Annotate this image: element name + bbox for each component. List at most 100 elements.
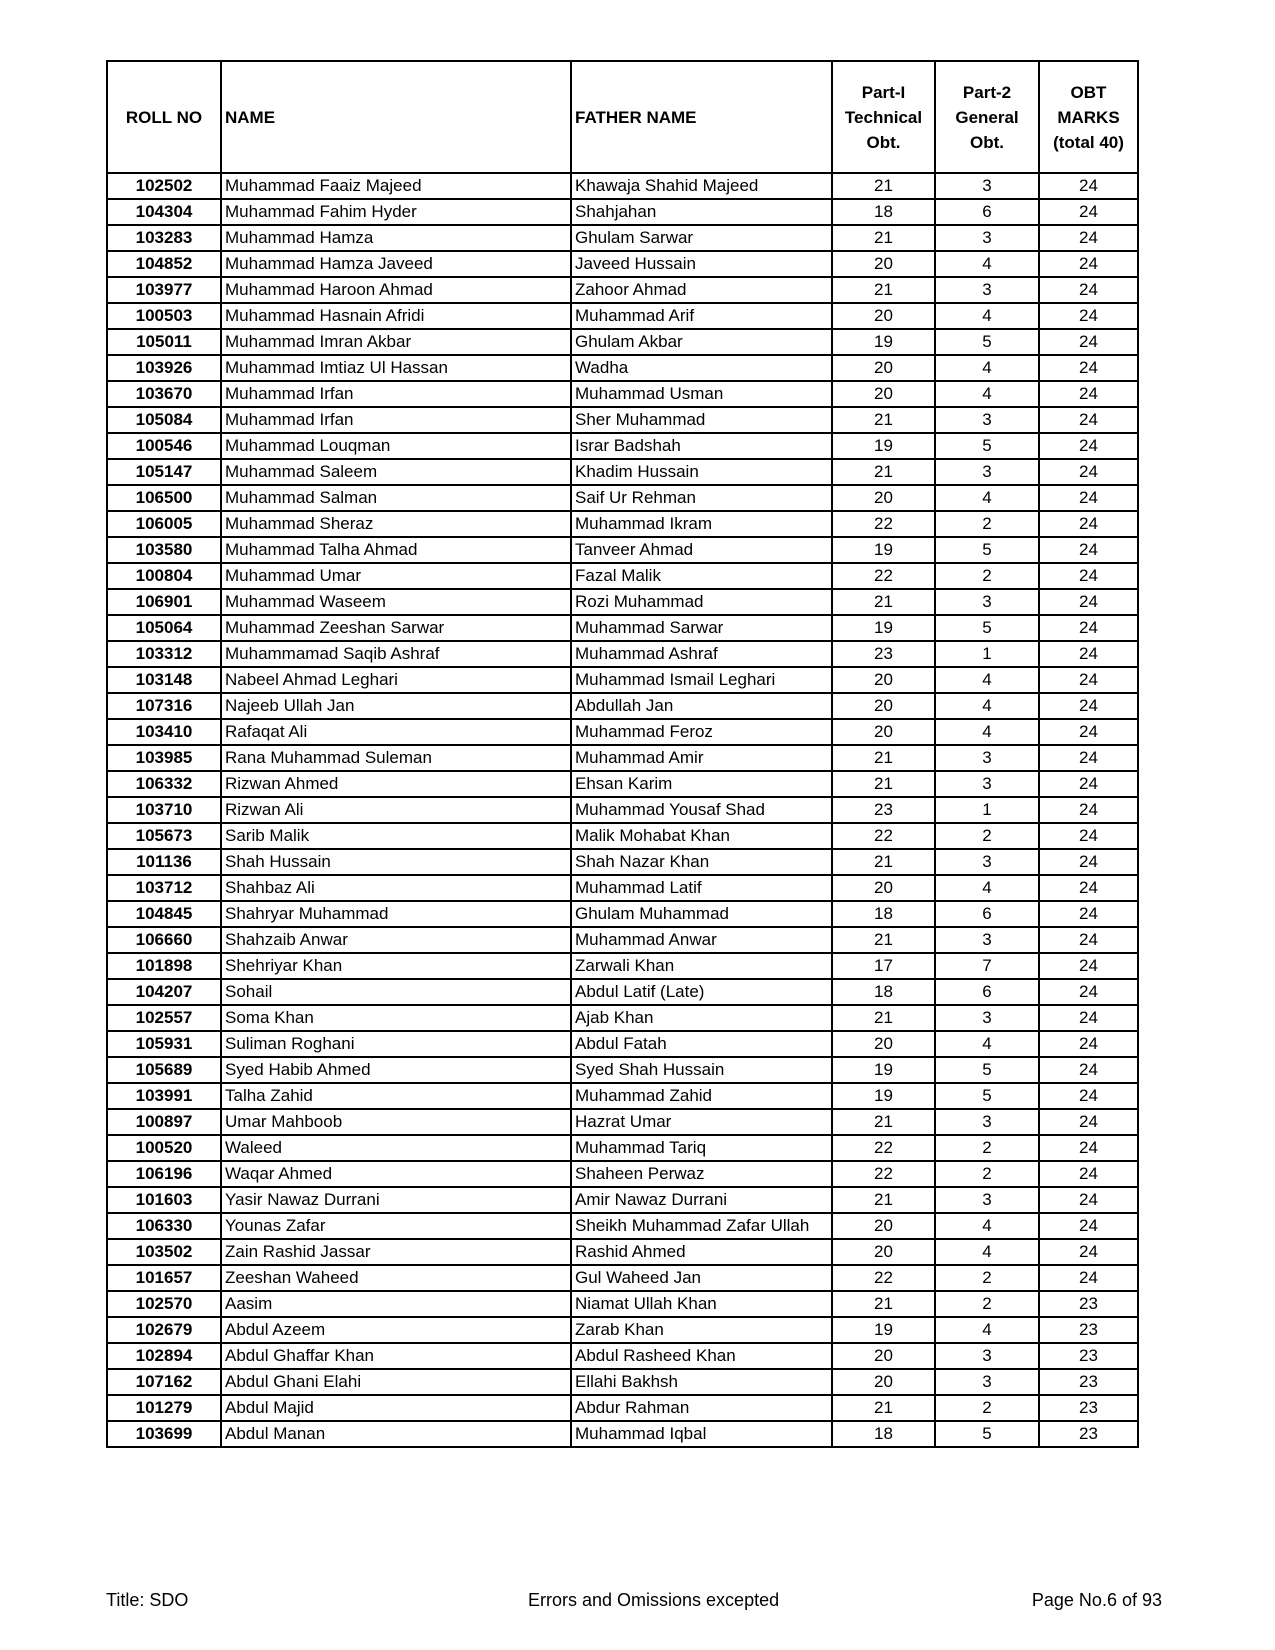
table-row: 103926 Muhammad Imtiaz Ul Hassan Wadha 20 4 2…: [106, 354, 1139, 382]
part2-cell: 3: [934, 1368, 1040, 1396]
part1-cell: 20: [831, 1342, 936, 1370]
name-cell: Waqar Ahmed: [220, 1160, 572, 1188]
name-cell: Abdul Majid: [220, 1394, 572, 1422]
name-cell: Muhammad Hasnain Afridi: [220, 302, 572, 330]
name-cell: Rafaqat Ali: [220, 718, 572, 746]
obt-marks-cell: 24: [1038, 640, 1139, 668]
roll-no-cell: 101279: [106, 1394, 222, 1422]
part2-cell: 5: [934, 1082, 1040, 1110]
roll-no-cell: 105064: [106, 614, 222, 642]
roll-no-cell: 103283: [106, 224, 222, 252]
table-row: 105689 Syed Habib Ahmed Syed Shah Hussain 1…: [106, 1056, 1139, 1084]
father-name-cell: Ellahi Bakhsh: [570, 1368, 833, 1396]
footer-page-number: Page No.6 of 93: [1031, 1590, 1162, 1610]
part1-cell: 19: [831, 1316, 936, 1344]
roll-no-cell: 102502: [106, 172, 222, 200]
roll-no-cell: 106500: [106, 484, 222, 512]
roll-no-cell: 104304: [106, 198, 222, 226]
table-row: 100804 Muhammad Umar Fazal Malik 22 2 24: [106, 562, 1139, 590]
name-cell: Abdul Manan: [220, 1420, 572, 1448]
part2-cell: 3: [934, 406, 1040, 434]
name-cell: Muhammad Fahim Hyder: [220, 198, 572, 226]
roll-no-cell: 102557: [106, 1004, 222, 1032]
table-row: 103312 Muhammamad Saqib Ashraf Muhammad As…: [106, 640, 1139, 668]
father-name-cell: Abdul Latif (Late): [570, 978, 833, 1006]
footer-note: Errors and Omissions excepted: [528, 1590, 780, 1610]
obt-marks-cell: 24: [1038, 926, 1139, 954]
roll-no-cell: 100546: [106, 432, 222, 460]
part2-cell: 3: [934, 458, 1040, 486]
roll-no-cell: 104207: [106, 978, 222, 1006]
header-name: NAME: [220, 60, 572, 174]
father-name-cell: Ehsan Karim: [570, 770, 833, 798]
roll-no-cell: 101657: [106, 1264, 222, 1292]
part1-cell: 18: [831, 198, 936, 226]
part2-cell: 2: [934, 822, 1040, 850]
name-cell: Muhammad Sheraz: [220, 510, 572, 538]
father-name-cell: Gul Waheed Jan: [570, 1264, 833, 1292]
table-row: 101136 Shah Hussain Shah Nazar Khan 21 3 24: [106, 848, 1139, 876]
roll-no-cell: 103312: [106, 640, 222, 668]
obt-marks-cell: 24: [1038, 588, 1139, 616]
father-name-cell: Shahjahan: [570, 198, 833, 226]
name-cell: Shahryar Muhammad: [220, 900, 572, 928]
name-cell: Muhammad Imtiaz Ul Hassan: [220, 354, 572, 382]
table-row: 103148 Nabeel Ahmad Leghari Muhammad Ismai…: [106, 666, 1139, 694]
father-name-cell: Ghulam Akbar: [570, 328, 833, 356]
father-name-cell: Malik Mohabat Khan: [570, 822, 833, 850]
roll-no-cell: 104845: [106, 900, 222, 928]
part1-cell: 22: [831, 510, 936, 538]
roll-no-cell: 103926: [106, 354, 222, 382]
father-name-cell: Muhammad Usman: [570, 380, 833, 408]
roll-no-cell: 106196: [106, 1160, 222, 1188]
roll-no-cell: 103710: [106, 796, 222, 824]
header-part1: Part-I Technical Obt.: [831, 60, 936, 174]
obt-marks-cell: 24: [1038, 1030, 1139, 1058]
roll-no-cell: 107316: [106, 692, 222, 720]
father-name-cell: Abdullah Jan: [570, 692, 833, 720]
table-row: 105084 Muhammad Irfan Sher Muhammad 21 3 24: [106, 406, 1139, 434]
obt-marks-cell: 24: [1038, 1056, 1139, 1084]
roll-no-cell: 103977: [106, 276, 222, 304]
father-name-cell: Saif Ur Rehman: [570, 484, 833, 512]
obt-marks-cell: 24: [1038, 1134, 1139, 1162]
roll-no-cell: 100804: [106, 562, 222, 590]
part1-cell: 21: [831, 224, 936, 252]
roll-no-cell: 103712: [106, 874, 222, 902]
table-row: 101603 Yasir Nawaz Durrani Amir Nawaz Durr…: [106, 1186, 1139, 1214]
part1-cell: 20: [831, 1238, 936, 1266]
part2-cell: 4: [934, 250, 1040, 278]
obt-marks-cell: 24: [1038, 224, 1139, 252]
part1-cell: 21: [831, 276, 936, 304]
obt-marks-cell: 24: [1038, 1212, 1139, 1240]
part2-cell: 6: [934, 978, 1040, 1006]
obt-marks-cell: 24: [1038, 796, 1139, 824]
part2-cell: 6: [934, 198, 1040, 226]
part1-cell: 19: [831, 614, 936, 642]
name-cell: Rizwan Ahmed: [220, 770, 572, 798]
obt-marks-cell: 23: [1038, 1394, 1139, 1422]
father-name-cell: Muhammad Tariq: [570, 1134, 833, 1162]
header-part2: Part-2 General Obt.: [934, 60, 1040, 174]
part1-cell: 22: [831, 822, 936, 850]
table-row: 106196 Waqar Ahmed Shaheen Perwaz 22 2 24: [106, 1160, 1139, 1188]
table-row: 103410 Rafaqat Ali Muhammad Feroz 20 4 24: [106, 718, 1139, 746]
part1-cell: 21: [831, 1004, 936, 1032]
name-cell: Waleed: [220, 1134, 572, 1162]
part2-cell: 3: [934, 224, 1040, 252]
header-roll-no: ROLL NO: [106, 60, 222, 174]
table-row: 102557 Soma Khan Ajab Khan 21 3 24: [106, 1004, 1139, 1032]
table-row: 104845 Shahryar Muhammad Ghulam Muhammad 18…: [106, 900, 1139, 928]
obt-marks-cell: 24: [1038, 1186, 1139, 1214]
part1-cell: 19: [831, 1082, 936, 1110]
father-name-cell: Muhammad Latif: [570, 874, 833, 902]
part2-cell: 3: [934, 744, 1040, 772]
table-row: 102894 Abdul Ghaffar Khan Abdul Rasheed Kh…: [106, 1342, 1139, 1370]
part2-cell: 4: [934, 666, 1040, 694]
roll-no-cell: 102570: [106, 1290, 222, 1318]
part2-cell: 2: [934, 1264, 1040, 1292]
father-name-cell: Rashid Ahmed: [570, 1238, 833, 1266]
part1-cell: 23: [831, 640, 936, 668]
part2-cell: 4: [934, 1030, 1040, 1058]
obt-marks-cell: 24: [1038, 770, 1139, 798]
